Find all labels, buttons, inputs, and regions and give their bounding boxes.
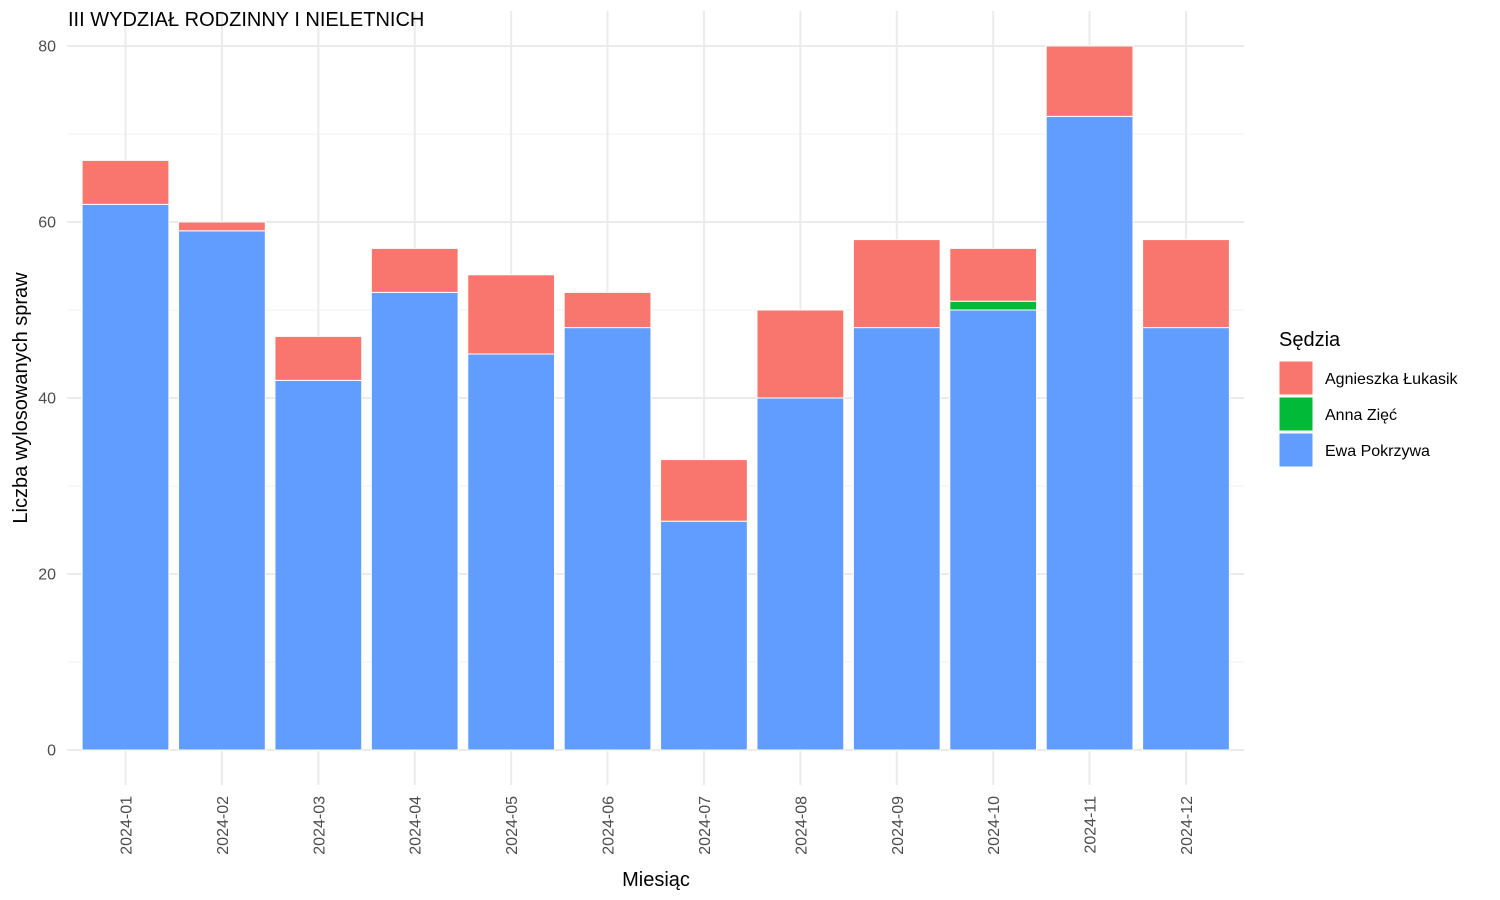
x-tick-label: 2024-07	[697, 796, 714, 855]
legend-label: Anna Zięć	[1325, 407, 1397, 424]
bar-segment-agnieszka-ukasik	[1142, 239, 1230, 329]
x-tick-label: 2024-09	[890, 796, 907, 855]
bar-segment-ewa-pokrzywa	[178, 230, 266, 751]
bars	[81, 45, 1230, 751]
legend-key	[1278, 396, 1314, 432]
legend-label: Ewa Pokrzywa	[1325, 443, 1430, 460]
y-tick-label: 40	[38, 391, 56, 408]
bar-segment-ewa-pokrzywa	[1045, 115, 1134, 751]
x-tick-label: 2024-04	[408, 796, 425, 855]
x-tick-label: 2024-06	[601, 796, 618, 855]
bar-segment-agnieszka-ukasik	[81, 159, 170, 205]
chart-title: III WYDZIAŁ RODZINNY I NIELETNICH	[68, 9, 424, 31]
legend: Sędzia Agnieszka Łukasik Anna Zięć Ewa Pok…	[1278, 329, 1459, 468]
bar-segment-ewa-pokrzywa	[563, 327, 652, 751]
y-axis-title: Liczba wylosowanych spraw	[10, 272, 32, 524]
legend-title: Sędzia	[1279, 329, 1341, 351]
x-tick-label: 2024-08	[793, 796, 810, 855]
y-tick-label: 80	[38, 39, 56, 56]
legend-key	[1278, 360, 1314, 396]
bar-segment-anna-zie-c	[949, 300, 1038, 311]
bar-segment-ewa-pokrzywa	[81, 203, 170, 751]
x-axis-title: Miesiąc	[622, 869, 690, 891]
bar-segment-agnieszka-ukasik	[949, 247, 1038, 302]
legend-label: Agnieszka Łukasik	[1325, 371, 1459, 388]
x-tick-label: 2024-11	[1083, 796, 1100, 854]
y-tick-label: 60	[38, 215, 56, 232]
x-tick-label: 2024-01	[119, 796, 136, 855]
bar-segment-agnieszka-ukasik	[1045, 45, 1134, 117]
x-tick-label: 2024-02	[215, 796, 232, 855]
bar-segment-agnieszka-ukasik	[467, 274, 556, 355]
bar-segment-ewa-pokrzywa	[467, 353, 556, 751]
bar-segment-ewa-pokrzywa	[949, 309, 1038, 751]
bar-segment-ewa-pokrzywa	[756, 397, 845, 751]
bar-segment-agnieszka-ukasik	[660, 459, 748, 522]
bar-segment-ewa-pokrzywa	[274, 379, 363, 751]
x-axis-ticks: 2024-01 2024-02 2024-03 2024-04 2024-05 2024-…	[119, 796, 1197, 855]
y-axis-ticks: 0 20 40 60 80	[38, 39, 56, 760]
x-tick-label: 2024-12	[1179, 796, 1196, 855]
bar-segment-agnieszka-ukasik	[370, 247, 459, 293]
bar-segment-ewa-pokrzywa	[852, 327, 941, 751]
legend-key	[1278, 432, 1314, 468]
bar-segment-ewa-pokrzywa	[660, 520, 748, 751]
bar-segment-agnieszka-ukasik	[178, 221, 266, 232]
bar-segment-agnieszka-ukasik	[563, 291, 652, 329]
x-tick-label: 2024-10	[986, 796, 1003, 855]
y-tick-label: 0	[47, 743, 56, 760]
bar-segment-agnieszka-ukasik	[756, 309, 845, 399]
bar-segment-agnieszka-ukasik	[274, 335, 363, 381]
bar-segment-ewa-pokrzywa	[370, 291, 459, 751]
bar-segment-agnieszka-ukasik	[852, 239, 941, 329]
y-tick-label: 20	[38, 567, 56, 584]
x-tick-label: 2024-05	[504, 796, 521, 855]
bar-segment-ewa-pokrzywa	[1142, 327, 1230, 751]
x-tick-label: 2024-03	[311, 796, 328, 855]
